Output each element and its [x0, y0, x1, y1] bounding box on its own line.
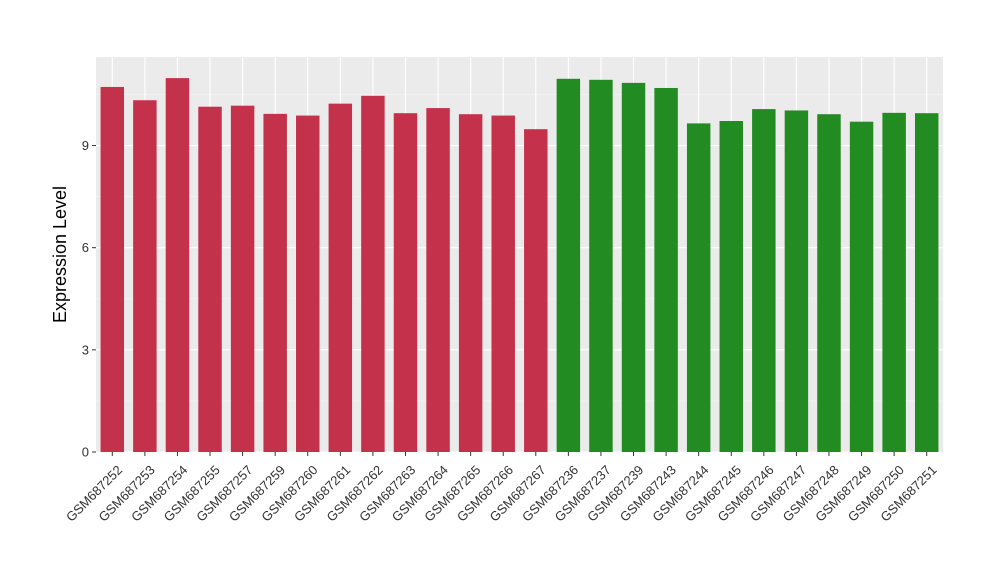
bar-GSM687261: [328, 103, 353, 452]
bar-GSM687246: [752, 109, 776, 453]
bar-GSM687263: [393, 113, 418, 452]
bar-GSM687266: [491, 115, 515, 452]
bar-GSM687236: [556, 78, 581, 453]
y-axis-label: Expression Level: [50, 186, 70, 323]
bar-GSM687264: [426, 108, 450, 453]
y-tick-label: 6: [82, 240, 89, 255]
bar-GSM687248: [817, 114, 841, 452]
bar-GSM687255: [198, 106, 222, 452]
x-axis: GSM687252GSM687253GSM687254GSM687255GSM6…: [63, 452, 940, 525]
bar-GSM687245: [719, 121, 743, 452]
bar-GSM687259: [263, 113, 287, 452]
bar-GSM687249: [849, 121, 874, 452]
y-tick-label: 9: [82, 138, 89, 153]
bar-GSM687257: [230, 105, 255, 452]
bar-GSM687262: [361, 95, 385, 452]
bar-GSM687260: [296, 115, 320, 452]
bar-GSM687251: [914, 113, 939, 452]
bar-GSM687237: [589, 79, 613, 453]
y-tick-label: 0: [82, 445, 89, 460]
bar-GSM687265: [458, 114, 483, 452]
bar-GSM687254: [165, 78, 190, 453]
y-tick-label: 3: [82, 342, 89, 357]
bar-GSM687243: [654, 87, 678, 453]
bar-GSM687244: [686, 123, 711, 452]
plot-panel: [96, 57, 943, 452]
y-axis: 0 3 6 9: [82, 138, 96, 460]
bar-GSM687247: [784, 110, 809, 452]
bar-GSM687267: [524, 129, 548, 453]
bar-GSM687252: [100, 86, 125, 452]
bar-GSM687253: [133, 100, 157, 452]
bars-group: [100, 78, 939, 453]
bar-GSM687250: [882, 112, 906, 453]
bar-GSM687239: [621, 82, 646, 453]
